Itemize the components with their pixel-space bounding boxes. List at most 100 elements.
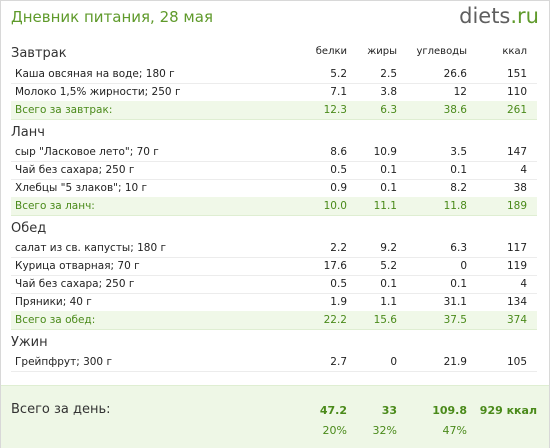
carbs-value: 12 [453, 86, 467, 98]
logo-domain: .ru [510, 4, 539, 28]
kcal-value: 38 [513, 182, 527, 194]
day-carbs-total: 109.8 [432, 404, 467, 417]
column-header-protein: белки [315, 46, 347, 57]
day-kcal-total: 929 ккал [479, 404, 537, 417]
kcal-total: 189 [506, 200, 527, 212]
protein-value: 7.1 [330, 86, 347, 98]
kcal-value: 4 [520, 278, 527, 290]
food-name: Молоко 1,5% жирности; 250 г [15, 86, 181, 98]
fat-value: 9.2 [380, 242, 397, 254]
fat-value: 0.1 [380, 278, 397, 290]
fat-value: 0.1 [380, 164, 397, 176]
carbs-value: 31.1 [443, 296, 467, 308]
column-header-fat: жиры [367, 46, 397, 57]
kcal-value: 134 [506, 296, 527, 308]
page-title: Дневник питания, 28 мая [11, 8, 213, 26]
table-row: Каша овсяная на воде; 180 г 5.2 2.5 26.6… [11, 65, 537, 84]
kcal-value: 117 [506, 242, 527, 254]
header: Дневник питания, 28 мая diets.ru [1, 1, 549, 37]
food-name: Пряники; 40 г [15, 296, 92, 308]
food-name: сыр "Ласковое лето"; 70 г [15, 146, 159, 158]
kcal-value: 105 [506, 356, 527, 368]
section-total-row: Всего за завтрак: 12.3 6.3 38.6 261 [11, 101, 537, 120]
carbs-value: 3.5 [450, 146, 467, 158]
kcal-value: 119 [506, 260, 527, 272]
table-row: Пряники; 40 г 1.9 1.1 31.1 134 [11, 293, 537, 312]
total-label: Всего за завтрак: [15, 104, 113, 116]
protein-value: 17.6 [323, 260, 347, 272]
fat-value: 5.2 [380, 260, 397, 272]
protein-value: 8.6 [330, 146, 347, 158]
fat-total: 6.3 [380, 104, 397, 116]
column-header-carbs: углеводы [416, 46, 467, 57]
carbs-value: 21.9 [443, 356, 467, 368]
table-row: Молоко 1,5% жирности; 250 г 7.1 3.8 12 1… [11, 83, 537, 102]
section-total-row: Всего за ланч: 10.0 11.1 11.8 189 [11, 197, 537, 216]
day-total-label: Всего за день: [11, 402, 111, 417]
table-row: Курица отварная; 70 г 17.6 5.2 0 119 [11, 257, 537, 276]
fat-value: 1.1 [380, 296, 397, 308]
total-label: Всего за обед: [15, 314, 96, 326]
protein-value: 2.2 [330, 242, 347, 254]
section-total-row: Всего за обед: 22.2 15.6 37.5 374 [11, 311, 537, 330]
protein-value: 1.9 [330, 296, 347, 308]
protein-total: 12.3 [323, 104, 347, 116]
food-name: Хлебцы "5 злаков"; 10 г [15, 182, 148, 194]
carbs-value: 6.3 [450, 242, 467, 254]
protein-total: 22.2 [323, 314, 347, 326]
logo-brand: diets [459, 4, 511, 28]
food-name: Грейпфрут; 300 г [15, 356, 112, 368]
section-title-breakfast: Завтрак [11, 46, 67, 61]
table-row: Грейпфрут; 300 г 2.7 0 21.9 105 [11, 353, 537, 372]
food-name: Курица отварная; 70 г [15, 260, 140, 272]
carbs-total: 11.8 [443, 200, 467, 212]
fat-value: 0.1 [380, 182, 397, 194]
day-protein-total: 47.2 [319, 404, 347, 417]
section-title-supper: Ужин [11, 335, 48, 350]
protein-value: 0.9 [330, 182, 347, 194]
fat-value: 3.8 [380, 86, 397, 98]
food-name: Каша овсяная на воде; 180 г [15, 68, 175, 80]
carbs-total: 37.5 [443, 314, 467, 326]
carbs-total: 38.6 [443, 104, 467, 116]
fat-value: 10.9 [373, 146, 397, 158]
carbs-value: 0.1 [450, 278, 467, 290]
site-logo[interactable]: diets.ru [459, 4, 539, 28]
total-label: Всего за ланч: [15, 200, 95, 212]
carbs-value: 8.2 [450, 182, 467, 194]
day-fat-percent: 32% [372, 424, 397, 437]
day-carbs-percent: 47% [442, 424, 467, 437]
carbs-value: 0 [460, 260, 467, 272]
protein-total: 10.0 [323, 200, 347, 212]
kcal-total: 374 [506, 314, 527, 326]
day-protein-percent: 20% [322, 424, 347, 437]
food-name: Чай без сахара; 250 г [15, 278, 135, 290]
column-header-kcal: ккал [502, 46, 527, 57]
section-title-lunch: Ланч [11, 125, 45, 140]
day-fat-total: 33 [381, 404, 397, 417]
table-row: Чай без сахара; 250 г 0.5 0.1 0.1 4 [11, 161, 537, 180]
carbs-value: 0.1 [450, 164, 467, 176]
kcal-value: 147 [506, 146, 527, 158]
table-row: Чай без сахара; 250 г 0.5 0.1 0.1 4 [11, 275, 537, 294]
kcal-value: 151 [506, 68, 527, 80]
fat-total: 15.6 [373, 314, 397, 326]
carbs-value: 26.6 [443, 68, 467, 80]
food-name: Чай без сахара; 250 г [15, 164, 135, 176]
table-row: Хлебцы "5 злаков"; 10 г 0.9 0.1 8.2 38 [11, 179, 537, 198]
kcal-total: 261 [506, 104, 527, 116]
protein-value: 5.2 [330, 68, 347, 80]
protein-value: 0.5 [330, 164, 347, 176]
protein-value: 2.7 [330, 356, 347, 368]
fat-value: 0 [390, 356, 397, 368]
food-name: салат из св. капусты; 180 г [15, 242, 166, 254]
kcal-value: 4 [520, 164, 527, 176]
fat-value: 2.5 [380, 68, 397, 80]
protein-value: 0.5 [330, 278, 347, 290]
day-total-panel: Всего за день: 47.2 33 109.8 929 ккал 20… [1, 385, 549, 448]
kcal-value: 110 [506, 86, 527, 98]
table-row: салат из св. капусты; 180 г 2.2 9.2 6.3 … [11, 239, 537, 258]
table-row: сыр "Ласковое лето"; 70 г 8.6 10.9 3.5 1… [11, 143, 537, 162]
fat-total: 11.1 [373, 200, 397, 212]
